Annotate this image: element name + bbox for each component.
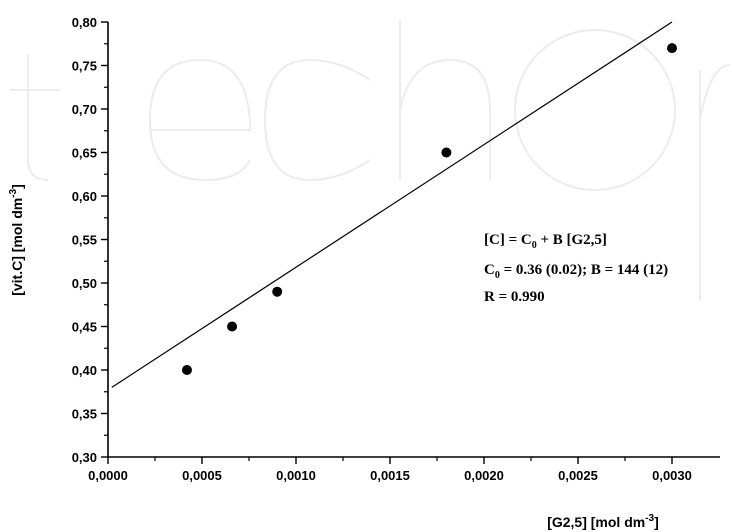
plot-frame	[107, 22, 720, 458]
y-tick-label: 0,45	[72, 320, 97, 335]
annotation-parameters: C0 = 0.36 (0.02); B = 144 (12)	[484, 262, 668, 281]
y-tick-label: 0,50	[72, 276, 97, 291]
data-point	[227, 321, 238, 332]
x-tick-label: 0,0025	[558, 468, 598, 483]
x-axis-label: [G2,5] [mol dm-3]	[547, 513, 659, 530]
data-point	[667, 43, 677, 54]
y-tick-label: 0,30	[72, 450, 97, 465]
y-axis-ticks: 0,30 0,35 0,40 0,45 0,50 0,55 0,60 0,65 0,70 0,75…	[72, 15, 108, 465]
y-tick-label: 0,75	[72, 59, 97, 74]
y-tick-label: 0,35	[72, 407, 97, 422]
x-tick-label: 0,0000	[88, 468, 128, 483]
y-axis-label: [vit.C] [mol dm-3]	[8, 184, 25, 296]
watermark	[10, 20, 731, 300]
annotation-r-value: R = 0.990	[484, 289, 545, 305]
x-tick-label: 0,0030	[652, 468, 692, 483]
regression-line	[111, 21, 673, 388]
x-tick-label: 0,0005	[182, 468, 222, 483]
annotation-equation: [C] = C0 + B [G2,5]	[484, 232, 607, 251]
y-tick-label: 0,80	[72, 15, 97, 30]
y-tick-label: 0,60	[72, 189, 97, 204]
data-point	[441, 147, 452, 158]
x-tick-label: 0,0010	[276, 468, 316, 483]
x-tick-label: 0,0020	[464, 468, 504, 483]
y-tick-label: 0,70	[72, 102, 97, 117]
data-point	[272, 286, 283, 297]
x-tick-label: 0,0015	[370, 468, 410, 483]
y-tick-label: 0,40	[72, 363, 97, 378]
x-axis-ticks: 0,0000 0,0005 0,0010 0,0015 0,0020 0,0025 0,00…	[88, 457, 692, 483]
data-points	[181, 43, 677, 375]
y-tick-label: 0,55	[72, 233, 97, 248]
data-point	[181, 365, 192, 375]
fit-annotation: [C] = C0 + B [G2,5] C0 = 0.36 (0.02); B …	[484, 232, 668, 305]
y-tick-label: 0,65	[72, 146, 97, 161]
